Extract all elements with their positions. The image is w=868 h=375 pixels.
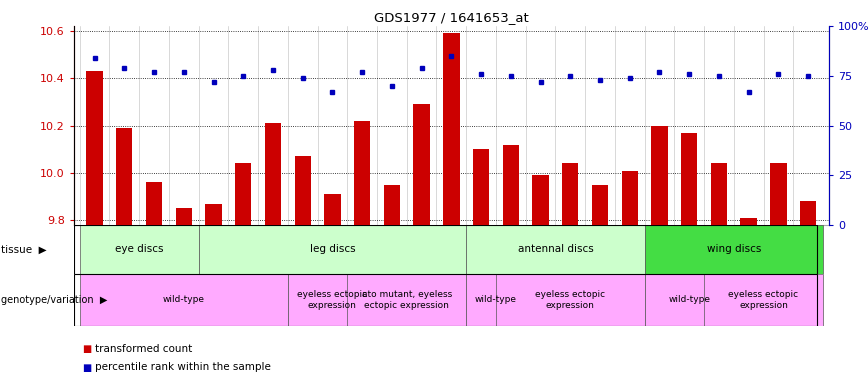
Bar: [733, 176, 764, 225]
Bar: [532, 175, 549, 225]
Text: genotype/variation  ▶: genotype/variation ▶: [1, 295, 108, 305]
Bar: [139, 176, 169, 225]
Text: wild-type: wild-type: [163, 296, 205, 304]
Bar: [347, 274, 466, 326]
Bar: [318, 176, 347, 225]
Text: eyeless ectopic
expression: eyeless ectopic expression: [536, 290, 605, 310]
Text: ■: ■: [82, 344, 92, 354]
Bar: [645, 225, 823, 274]
Bar: [562, 164, 578, 225]
Bar: [80, 225, 199, 274]
Text: eyeless ectopic
expression: eyeless ectopic expression: [728, 290, 799, 310]
Bar: [80, 176, 109, 225]
Text: wing discs: wing discs: [707, 244, 761, 254]
Bar: [674, 176, 704, 225]
Bar: [645, 274, 733, 326]
Text: transformed count: transformed count: [95, 344, 193, 354]
Text: wild-type: wild-type: [668, 296, 710, 304]
Bar: [87, 71, 102, 225]
Bar: [288, 176, 318, 225]
Bar: [354, 121, 371, 225]
Bar: [793, 176, 823, 225]
Bar: [473, 149, 490, 225]
Bar: [704, 176, 733, 225]
Text: percentile rank within the sample: percentile rank within the sample: [95, 363, 272, 372]
Text: wild-type: wild-type: [475, 296, 517, 304]
Text: ato mutant, eyeless
ectopic expression: ato mutant, eyeless ectopic expression: [362, 290, 452, 310]
Text: ■: ■: [82, 363, 92, 372]
Bar: [526, 176, 556, 225]
Bar: [206, 204, 221, 225]
Text: leg discs: leg discs: [310, 244, 355, 254]
Bar: [265, 123, 281, 225]
Bar: [294, 156, 311, 225]
Bar: [146, 182, 162, 225]
Text: tissue  ▶: tissue ▶: [1, 244, 47, 254]
Bar: [770, 164, 786, 225]
Bar: [503, 144, 519, 225]
Bar: [496, 176, 526, 225]
Bar: [288, 274, 377, 326]
Bar: [407, 176, 437, 225]
Bar: [377, 176, 407, 225]
Bar: [466, 225, 645, 274]
Bar: [109, 176, 139, 225]
Bar: [235, 164, 252, 225]
Bar: [800, 201, 816, 225]
Bar: [592, 185, 608, 225]
Bar: [496, 274, 645, 326]
Bar: [384, 185, 400, 225]
Title: GDS1977 / 1641653_at: GDS1977 / 1641653_at: [374, 11, 529, 24]
Bar: [80, 274, 288, 326]
Bar: [437, 176, 466, 225]
Bar: [199, 225, 466, 274]
Text: eyeless ectopic
expression: eyeless ectopic expression: [298, 290, 367, 310]
Bar: [585, 176, 615, 225]
Bar: [347, 176, 377, 225]
Bar: [621, 171, 638, 225]
Text: eye discs: eye discs: [115, 244, 163, 254]
Bar: [175, 209, 192, 225]
Bar: [645, 176, 674, 225]
Bar: [444, 33, 459, 225]
Bar: [325, 194, 340, 225]
Bar: [681, 133, 697, 225]
Bar: [413, 104, 430, 225]
Bar: [711, 164, 727, 225]
Bar: [199, 176, 228, 225]
Bar: [466, 274, 526, 326]
Bar: [116, 128, 133, 225]
Bar: [228, 176, 258, 225]
Text: antennal discs: antennal discs: [517, 244, 594, 254]
Bar: [466, 176, 496, 225]
Bar: [258, 176, 288, 225]
Bar: [651, 126, 667, 225]
Bar: [615, 176, 645, 225]
Bar: [169, 176, 199, 225]
Bar: [764, 176, 793, 225]
Bar: [556, 176, 585, 225]
Bar: [704, 274, 823, 326]
Bar: [740, 218, 757, 225]
